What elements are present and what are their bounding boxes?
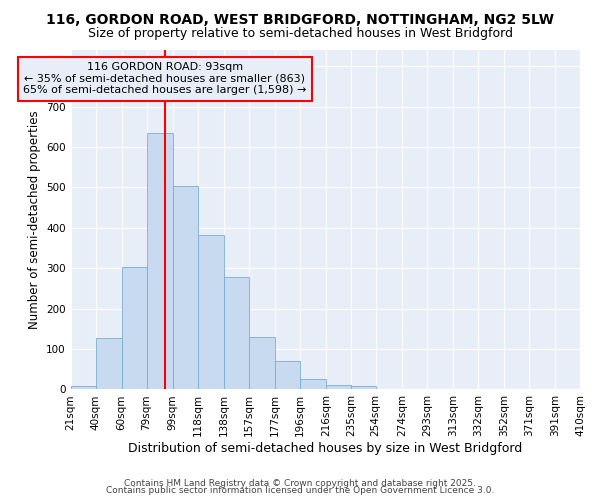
Bar (249, 337, 275, 390)
Bar (224, 277, 249, 390)
Text: 116 GORDON ROAD: 93sqm
← 35% of semi-detached houses are smaller (863)
65% of se: 116 GORDON ROAD: 93sqm ← 35% of semi-det… (23, 62, 307, 96)
Bar (326, 386, 351, 390)
Bar (146, 133, 173, 390)
Bar (351, 386, 376, 390)
Text: Size of property relative to semi-detached houses in West Bridgford: Size of property relative to semi-detach… (88, 28, 512, 40)
Text: Contains HM Land Registry data © Crown copyright and database right 2025.: Contains HM Land Registry data © Crown c… (124, 478, 476, 488)
X-axis label: Distribution of semi-detached houses by size in West Bridgford: Distribution of semi-detached houses by … (128, 442, 523, 455)
Bar (197, 235, 224, 390)
Bar (275, 361, 300, 390)
Bar (300, 379, 326, 390)
Y-axis label: Number of semi-detached properties: Number of semi-detached properties (28, 110, 41, 329)
Bar (71, 386, 95, 390)
Text: 116, GORDON ROAD, WEST BRIDGFORD, NOTTINGHAM, NG2 5LW: 116, GORDON ROAD, WEST BRIDGFORD, NOTTIN… (46, 12, 554, 26)
Bar (173, 186, 197, 390)
Bar (95, 338, 122, 390)
Bar (122, 268, 146, 390)
Text: Contains public sector information licensed under the Open Government Licence 3.: Contains public sector information licen… (106, 486, 494, 495)
